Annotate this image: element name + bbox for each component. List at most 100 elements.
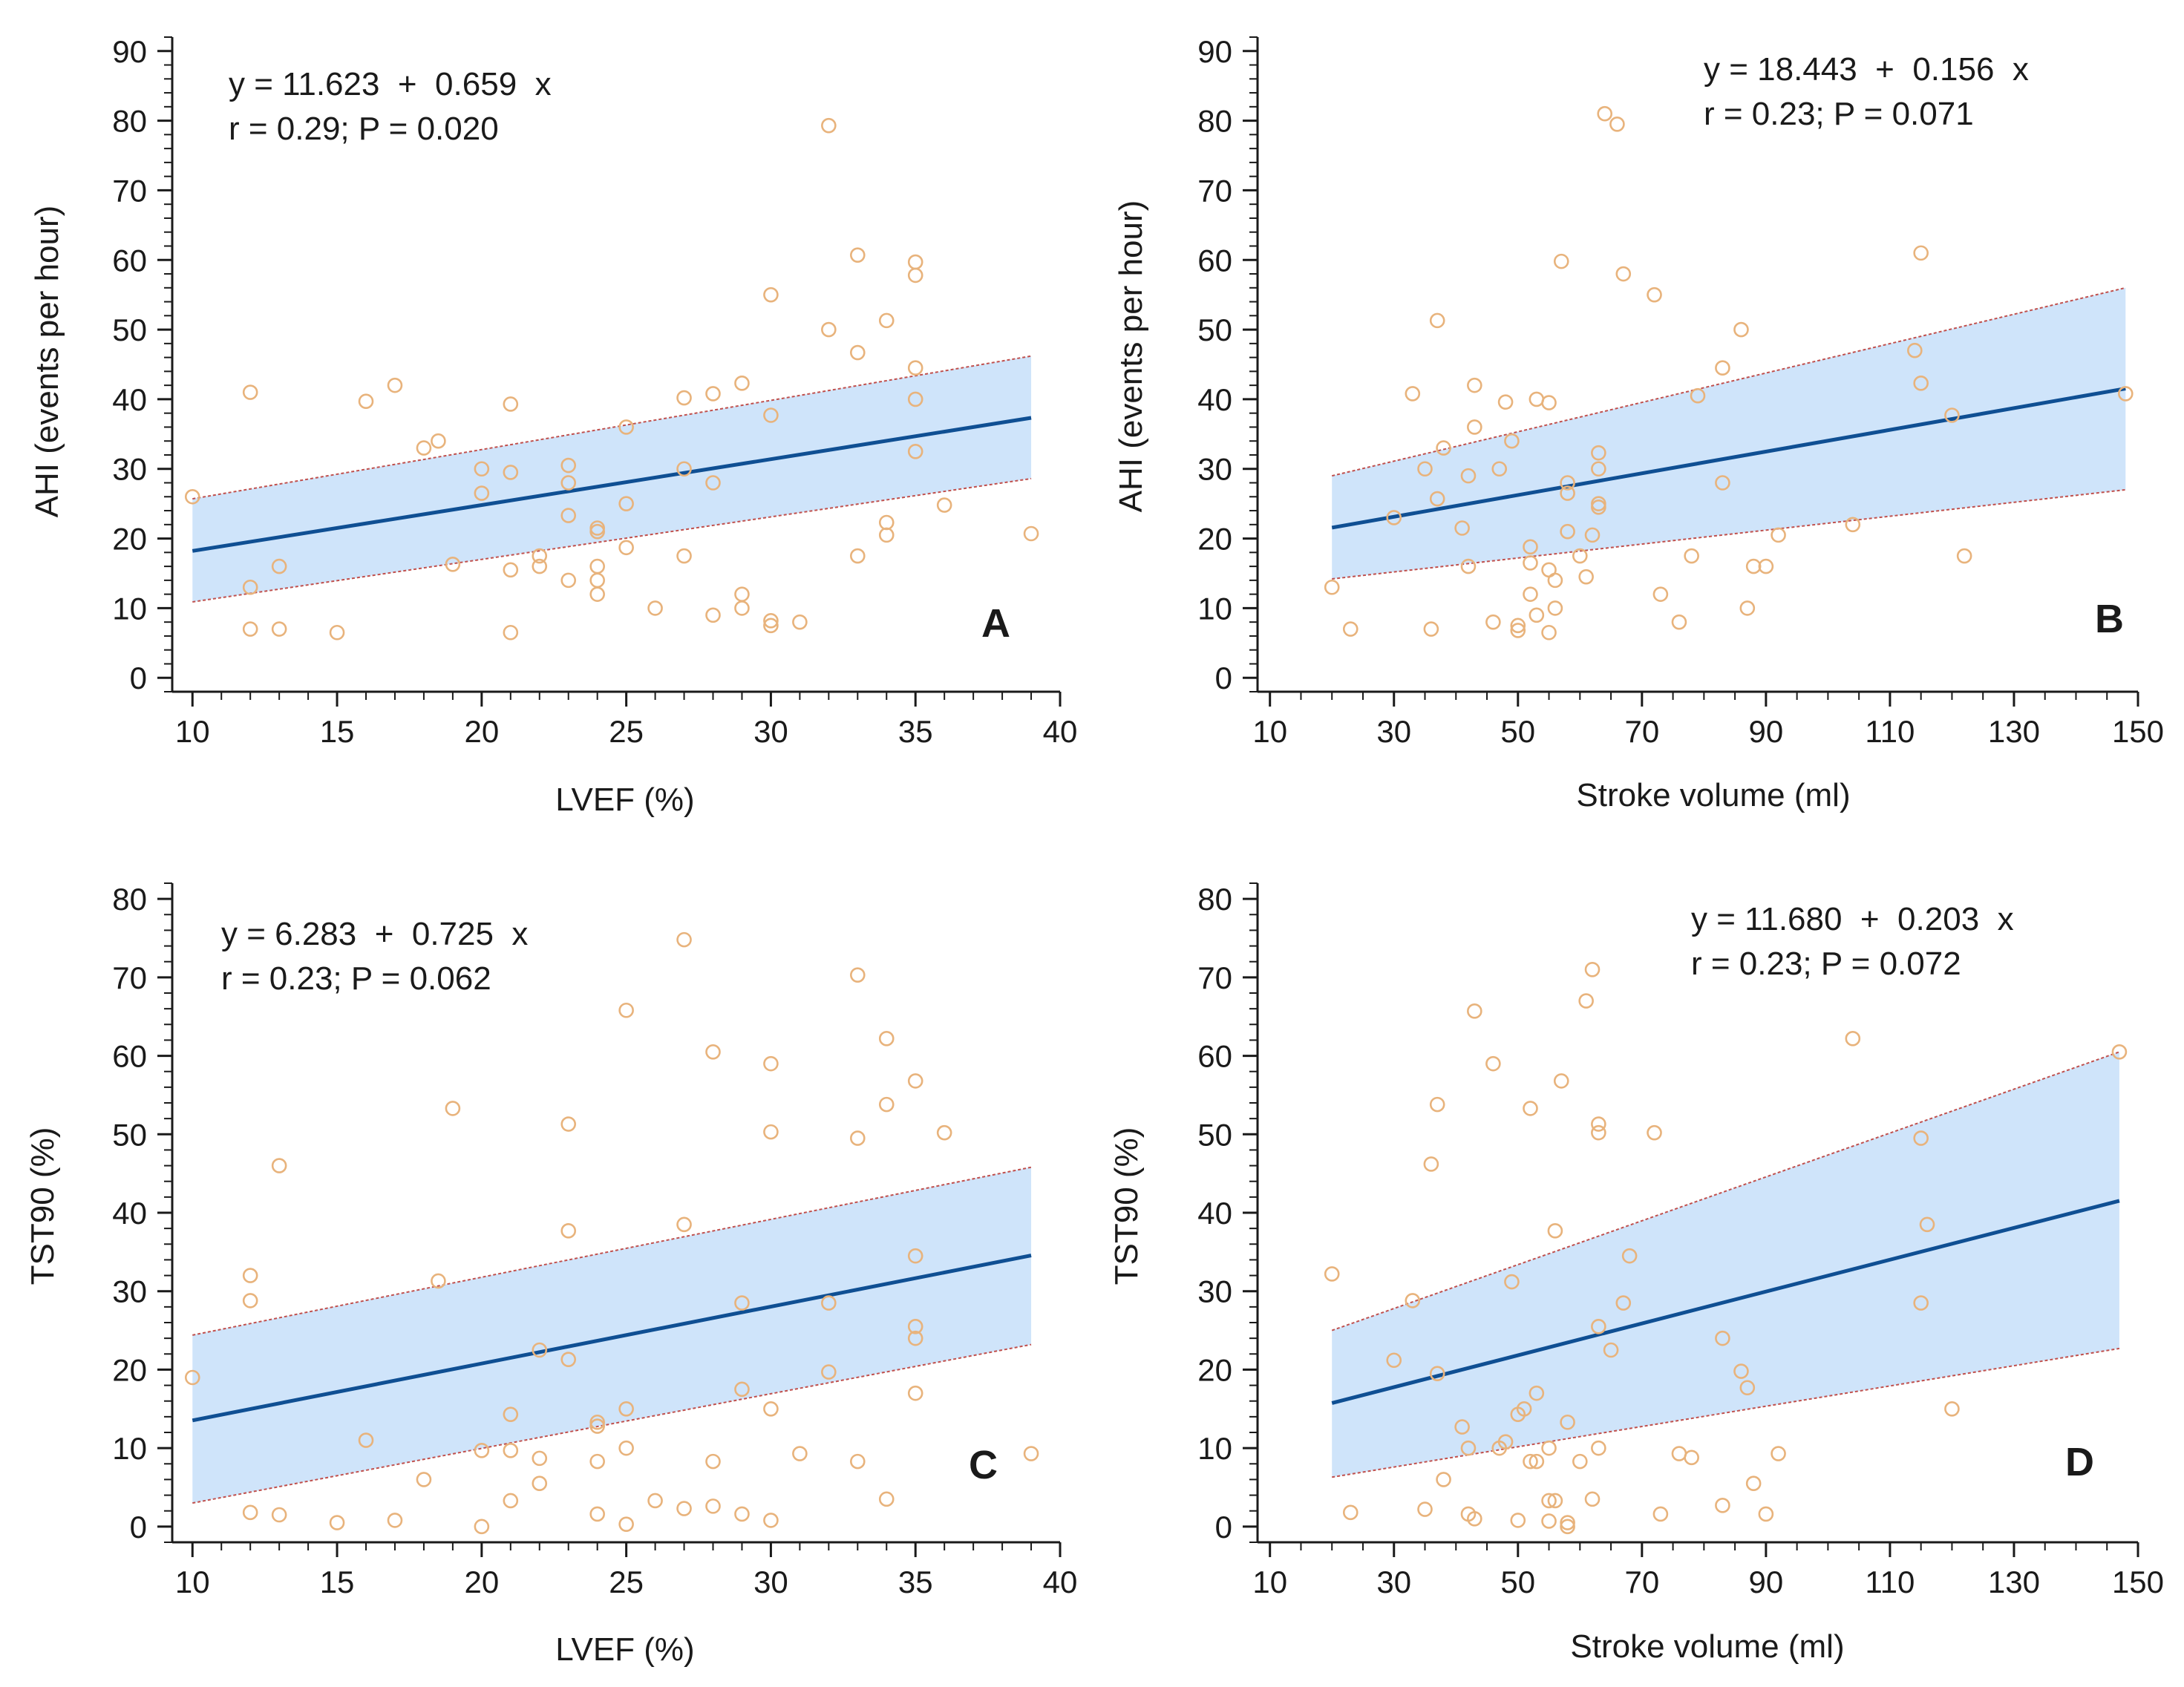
data-point <box>184 1369 200 1386</box>
y-tick-label: 30 <box>1197 452 1232 487</box>
data-point <box>907 1318 923 1334</box>
data-point <box>1529 607 1545 623</box>
data-point <box>705 1044 721 1060</box>
data-point <box>184 488 200 505</box>
regression-line <box>192 416 1032 553</box>
data-point <box>1597 105 1613 122</box>
data-point <box>1547 572 1563 589</box>
panel-d: 10 30 50 70 90 110 130 150 0 10 20 30 40 50 60 70 80 TST… <box>1108 882 2164 1665</box>
data-point <box>1342 621 1359 637</box>
data-point <box>1429 1096 1445 1113</box>
y-tick-label: 10 <box>1197 591 1232 626</box>
data-point <box>1497 394 1514 410</box>
data-point <box>1467 1003 1482 1019</box>
data-point <box>878 1491 895 1507</box>
data-point <box>387 377 403 393</box>
data-point <box>1671 614 1687 630</box>
x-tick-label: 40 <box>1043 714 1078 749</box>
data-point <box>821 117 837 134</box>
plot-layer: 10 30 50 70 90 110 130 150 0 10 20 30 40 50 60 70 80 <box>1197 882 2164 1599</box>
data-point <box>1584 527 1601 543</box>
data-point <box>1467 1510 1482 1527</box>
data-point <box>1715 475 1730 491</box>
data-point <box>1023 525 1039 542</box>
data-point <box>1460 558 1477 574</box>
y-tick-label: 20 <box>112 522 147 557</box>
data-point <box>560 508 577 523</box>
data-point <box>271 1158 287 1173</box>
x-tick-label: 10 <box>1252 714 1287 749</box>
data-point <box>1560 485 1575 501</box>
y-tick-label: 0 <box>1215 1510 1232 1544</box>
data-point <box>1405 1293 1421 1308</box>
data-point <box>1023 1446 1039 1461</box>
data-point <box>647 1493 663 1509</box>
data-point <box>1423 1156 1439 1172</box>
ci-lower-line <box>192 477 1032 603</box>
data-point <box>1684 548 1699 564</box>
data-point <box>1417 461 1433 477</box>
data-point <box>821 321 837 338</box>
data-point <box>1510 618 1526 634</box>
data-point <box>1429 1366 1445 1382</box>
data-point <box>1739 600 1756 616</box>
confidence-band <box>192 1167 1032 1504</box>
data-point <box>1907 342 1923 358</box>
data-point <box>1739 1380 1756 1396</box>
data-point <box>618 1440 634 1456</box>
confidence-band <box>1332 1052 2119 1478</box>
x-tick-label: 30 <box>753 714 788 749</box>
y-tick-label: 60 <box>112 1039 147 1074</box>
x-tick-label: 10 <box>1252 1565 1287 1599</box>
data-point <box>1913 1130 1929 1146</box>
x-tick-label: 30 <box>753 1565 788 1599</box>
panel-label: B <box>2095 597 2124 641</box>
data-point <box>1324 1266 1340 1282</box>
data-point <box>1572 1453 1588 1470</box>
data-point <box>560 1352 577 1367</box>
data-point <box>1342 1504 1359 1521</box>
data-point <box>589 1414 605 1430</box>
y-tick-label: 70 <box>112 960 147 995</box>
data-point <box>1845 1031 1861 1046</box>
panel-a: 10 15 20 25 30 35 40 0 10 20 30 40 50 60 70 80 90 AHI (e… <box>29 34 1077 818</box>
data-point <box>1919 1216 1935 1233</box>
data-point <box>1467 377 1482 393</box>
y-tick-label: 10 <box>1197 1431 1232 1466</box>
data-point <box>1436 440 1451 456</box>
data-point <box>705 475 721 491</box>
ci-upper-line <box>192 1166 1032 1336</box>
data-point <box>1547 1223 1563 1239</box>
data-point <box>271 1507 287 1523</box>
x-tick-label: 70 <box>1624 1565 1659 1599</box>
x-tick-label: 130 <box>1988 1565 2040 1599</box>
data-point <box>1578 569 1594 585</box>
data-point <box>1516 1401 1532 1417</box>
data-point <box>1591 461 1606 477</box>
data-point <box>1386 1352 1402 1369</box>
data-point <box>676 461 692 477</box>
y-tick-label: 70 <box>112 173 147 208</box>
data-point <box>1324 579 1340 595</box>
data-point <box>1591 1440 1606 1456</box>
data-point <box>1523 1453 1538 1470</box>
data-point <box>676 1216 692 1233</box>
data-point <box>589 558 605 574</box>
data-point <box>242 1293 258 1308</box>
y-tick-label: 0 <box>1215 661 1232 695</box>
x-tick-label: 20 <box>464 714 499 749</box>
y-tick-label: 90 <box>1197 34 1232 69</box>
data-point <box>849 247 866 263</box>
data-point <box>1771 527 1786 543</box>
data-point <box>1733 321 1749 338</box>
regression-line <box>1331 1199 2120 1405</box>
data-point <box>1647 286 1662 303</box>
panel-label: A <box>981 601 1010 646</box>
data-point <box>445 1101 461 1116</box>
x-tick-label: 30 <box>1376 1565 1411 1599</box>
data-point <box>1523 1101 1538 1116</box>
data-point <box>1523 539 1538 555</box>
data-point <box>676 548 692 564</box>
x-tick-label: 110 <box>1865 714 1915 749</box>
